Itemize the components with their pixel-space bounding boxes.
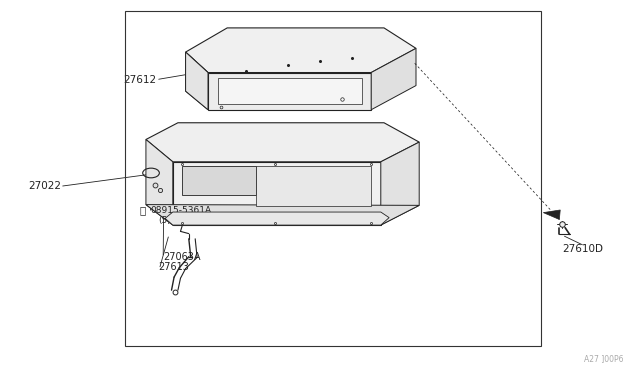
Text: 27613: 27613: [159, 262, 189, 272]
Polygon shape: [218, 78, 362, 104]
Polygon shape: [165, 212, 389, 225]
Polygon shape: [146, 123, 419, 162]
Text: A27 ]00P6: A27 ]00P6: [584, 354, 624, 363]
Polygon shape: [146, 140, 173, 225]
Polygon shape: [186, 52, 208, 110]
Polygon shape: [182, 166, 256, 195]
Polygon shape: [381, 142, 419, 225]
Polygon shape: [173, 162, 381, 225]
Text: Ⓑ: Ⓑ: [140, 205, 146, 215]
Polygon shape: [256, 166, 371, 206]
Text: 27022: 27022: [28, 181, 61, 191]
Text: 27610D: 27610D: [562, 244, 603, 254]
Polygon shape: [543, 210, 560, 219]
Polygon shape: [186, 28, 416, 73]
Text: 27063A: 27063A: [163, 252, 201, 262]
Polygon shape: [371, 48, 416, 110]
Text: 08915-5361A: 08915-5361A: [150, 206, 212, 215]
Polygon shape: [186, 52, 208, 110]
Text: 27612: 27612: [124, 75, 157, 85]
Polygon shape: [146, 205, 419, 225]
Text: (5): (5): [159, 216, 172, 225]
Polygon shape: [208, 73, 371, 110]
Bar: [125, 11, 541, 346]
